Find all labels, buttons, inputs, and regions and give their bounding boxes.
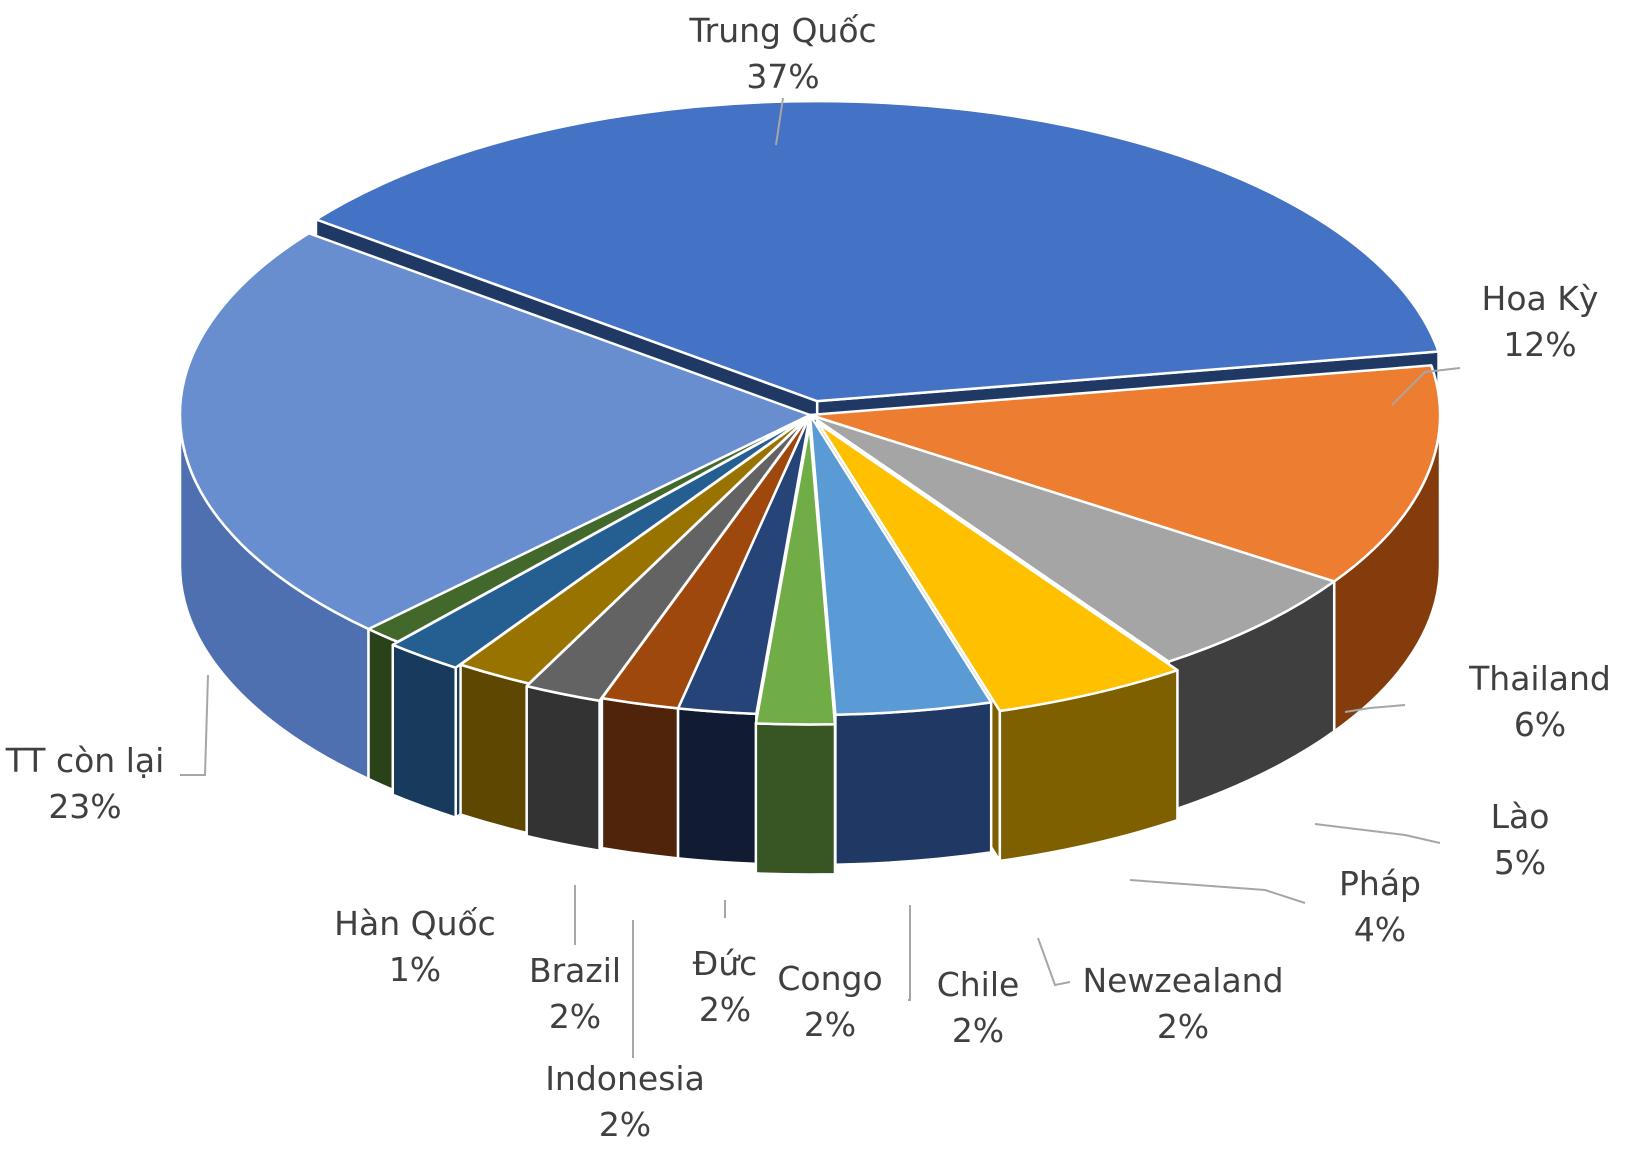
data-label-value-tt-con-lai: 23% (48, 787, 121, 826)
pie-slice-trung-quoc (314, 99, 1440, 403)
leader-line-chile (908, 905, 911, 1001)
pie-slice-tt-con-lai (178, 232, 812, 631)
pie-side-duc-17 (525, 684, 601, 853)
pie-slice-duc (525, 416, 809, 703)
pie-side-newzealand-21 (754, 722, 837, 876)
data-label-value-duc: 2% (699, 990, 751, 1029)
data-label-name-han-quoc: Hàn Quốc (334, 904, 496, 943)
leader-line-hoa-ky (1391, 367, 1461, 406)
data-label-name-hoa-ky: Hoa Kỳ (1482, 279, 1599, 318)
data-label-name-thailand: Thailand (1468, 659, 1611, 698)
data-label-name-indonesia: Indonesia (545, 1059, 705, 1098)
pie-slice-lao (817, 422, 1179, 713)
pie-slice-hoa-ky (808, 364, 1442, 583)
data-label-name-tt-con-lai: TT còn lại (5, 741, 165, 780)
pie-side-indonesia-15 (459, 663, 531, 835)
leader-line-thailand (1344, 704, 1406, 713)
data-label-value-hoa-ky: 12% (1503, 325, 1576, 364)
data-label-name-trung-quoc: Trung Quốc (688, 11, 876, 50)
data-label-value-indonesia: 2% (599, 1105, 651, 1144)
pie-side-chile-20 (676, 707, 758, 866)
leader-line-phap (1129, 879, 1306, 904)
data-label-name-lao: Lào (1491, 797, 1550, 836)
data-label-value-chile: 2% (952, 1011, 1004, 1050)
pie-side-congo-18 (600, 696, 680, 860)
data-label-name-newzealand: Newzealand (1082, 961, 1283, 1000)
data-label-value-thailand: 6% (1514, 705, 1566, 744)
data-label-value-phap: 4% (1354, 910, 1406, 949)
pie-side-brazil-14 (391, 643, 457, 819)
data-label-name-congo: Congo (777, 959, 882, 998)
data-label-value-newzealand: 2% (1157, 1007, 1209, 1046)
data-label-value-han-quoc: 1% (389, 950, 441, 989)
leader-line-newzealand (1037, 937, 1071, 987)
pie-side-phap-19 (834, 701, 993, 867)
data-label-name-chile: Chile (937, 965, 1020, 1004)
leader-line-tt-con-lai (180, 674, 209, 776)
pie-slice-phap (808, 413, 993, 717)
pie-slice-newzealand (754, 423, 837, 726)
data-label-name-brazil: Brazil (529, 951, 621, 990)
leader-line-lao (1314, 823, 1441, 844)
pie-slice-brazil (391, 416, 807, 669)
data-label-name-duc: Đức (693, 944, 758, 983)
pie-slice-thailand (808, 413, 1336, 663)
data-label-value-brazil: 2% (549, 997, 601, 1036)
data-label-value-trung-quoc: 37% (746, 57, 819, 96)
leader-line-trung-quoc (775, 97, 784, 146)
data-label-name-phap: Pháp (1339, 864, 1421, 903)
data-label-value-lao: 5% (1494, 843, 1546, 882)
data-label-value-congo: 2% (804, 1005, 856, 1044)
